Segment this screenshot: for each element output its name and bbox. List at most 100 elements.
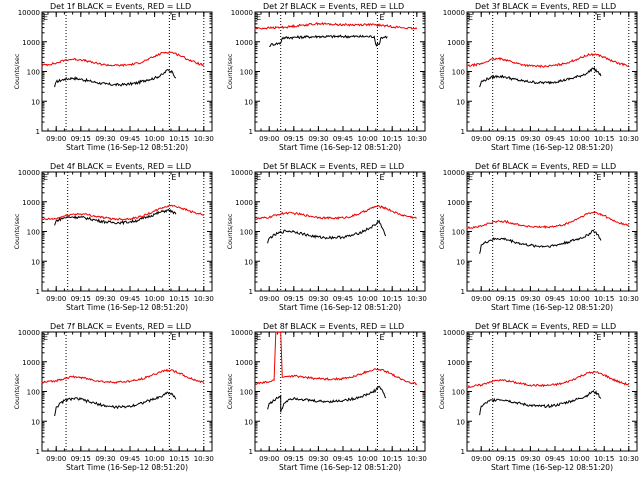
- series-events-line: [479, 229, 602, 254]
- x-tick-label: 09:45: [333, 135, 353, 143]
- series-lld-line: [41, 50, 205, 68]
- y-tick-label: 1: [36, 448, 40, 456]
- y-tick-label: 10: [456, 418, 465, 426]
- panel-title: Det 2f BLACK = Events, RED = LLD: [263, 2, 404, 11]
- plot-frame: [466, 171, 638, 292]
- x-tick-label: 09:30: [308, 135, 328, 143]
- y-axis-label: Counts/sec: [438, 213, 446, 249]
- x-tick-label: 09:45: [120, 135, 140, 143]
- x-tick-label: 09:45: [545, 135, 565, 143]
- corner-mark-left: E: [43, 13, 48, 22]
- x-tick-label: 10:00: [145, 455, 165, 463]
- plot-frame: [41, 11, 213, 132]
- x-tick-label: 09:15: [496, 135, 516, 143]
- x-tick-label: 09:00: [259, 455, 279, 463]
- y-tick-label: 1: [36, 288, 40, 296]
- y-tick-label: 1000: [447, 39, 465, 47]
- x-tick-label: 10:00: [358, 455, 378, 463]
- x-tick-label: 10:00: [570, 455, 590, 463]
- y-tick-label: 10000: [18, 9, 40, 17]
- x-tick-label: 09:00: [259, 135, 279, 143]
- series-events-line: [269, 34, 388, 48]
- y-axis-label: Counts/sec: [226, 213, 234, 249]
- y-axis-label: Counts/sec: [13, 373, 21, 409]
- x-tick-label: 09:00: [471, 135, 491, 143]
- series-lld-line: [466, 52, 630, 69]
- y-tick-label: 1: [249, 128, 253, 136]
- y-tick-label: 10: [456, 258, 465, 266]
- y-tick-label: 100: [240, 389, 253, 397]
- y-tick-label: 10: [244, 418, 253, 426]
- series-lld-line: [254, 331, 418, 386]
- corner-mark-left: E: [468, 333, 473, 342]
- x-axis-label: Start Time (16-Sep-12 08:51:20): [279, 143, 401, 152]
- x-tick-label: 09:30: [95, 455, 115, 463]
- x-tick-label: 10:30: [407, 135, 427, 143]
- panel-title: Det 3f BLACK = Events, RED = LLD: [475, 2, 616, 11]
- plot-frame: [254, 331, 426, 452]
- corner-mark-right: E: [379, 13, 384, 22]
- series-events-line: [54, 391, 177, 417]
- x-axis-label: Start Time (16-Sep-12 08:51:20): [491, 463, 613, 472]
- corner-mark-left: E: [468, 173, 473, 182]
- x-axis-label: Start Time (16-Sep-12 08:51:20): [279, 303, 401, 312]
- x-axis-label: Start Time (16-Sep-12 08:51:20): [491, 143, 613, 152]
- y-tick-label: 10000: [231, 329, 253, 337]
- corner-mark-right: E: [596, 333, 601, 342]
- panel-title: Det 4f BLACK = Events, RED = LLD: [50, 162, 191, 171]
- series-events-line: [479, 389, 602, 416]
- y-axis-label: Counts/sec: [438, 53, 446, 89]
- series-lld-line: [254, 21, 418, 30]
- corner-mark-left: E: [43, 173, 48, 182]
- y-tick-label: 100: [240, 69, 253, 77]
- x-tick-label: 09:30: [520, 295, 540, 303]
- series-lld-line: [466, 370, 629, 389]
- y-tick-label: 100: [452, 229, 465, 237]
- x-tick-label: 10:15: [594, 295, 614, 303]
- y-tick-label: 10000: [18, 169, 40, 177]
- x-axis-label: Start Time (16-Sep-12 08:51:20): [66, 143, 188, 152]
- y-tick-label: 100: [27, 389, 40, 397]
- y-tick-label: 1000: [235, 39, 253, 47]
- series-events-line: [54, 69, 177, 88]
- panel-title: Det 8f BLACK = Events, RED = LLD: [263, 322, 404, 331]
- y-tick-label: 10: [31, 258, 40, 266]
- y-tick-label: 10: [244, 98, 253, 106]
- y-axis-label: Counts/sec: [226, 373, 234, 409]
- x-tick-label: 10:00: [358, 135, 378, 143]
- y-tick-label: 1: [461, 288, 465, 296]
- x-tick-label: 10:15: [382, 135, 402, 143]
- plot-frame: [41, 331, 213, 452]
- y-tick-label: 1: [249, 288, 253, 296]
- corner-mark-right: E: [171, 13, 176, 22]
- x-tick-label: 10:30: [407, 455, 427, 463]
- x-axis-label: Start Time (16-Sep-12 08:51:20): [279, 463, 401, 472]
- panel-title: Det 1f BLACK = Events, RED = LLD: [50, 2, 191, 11]
- y-tick-label: 1000: [235, 359, 253, 367]
- y-axis-label: Counts/sec: [13, 53, 21, 89]
- x-tick-label: 09:00: [46, 455, 66, 463]
- x-tick-label: 09:15: [496, 455, 516, 463]
- corner-mark-left: E: [43, 333, 48, 342]
- x-tick-label: 10:30: [194, 135, 214, 143]
- x-tick-label: 09:00: [471, 295, 491, 303]
- x-axis-label: Start Time (16-Sep-12 08:51:20): [66, 303, 188, 312]
- x-tick-label: 09:15: [284, 135, 304, 143]
- y-tick-label: 10: [31, 98, 40, 106]
- corner-mark-right: E: [379, 173, 384, 182]
- x-tick-label: 09:30: [95, 135, 115, 143]
- y-tick-label: 1: [36, 128, 40, 136]
- y-tick-label: 100: [27, 69, 40, 77]
- series-lld-line: [254, 205, 417, 221]
- x-tick-label: 09:15: [496, 295, 516, 303]
- x-tick-label: 09:30: [520, 135, 540, 143]
- x-tick-label: 10:15: [169, 295, 189, 303]
- panel-title: Det 6f BLACK = Events, RED = LLD: [475, 162, 616, 171]
- y-tick-label: 100: [240, 229, 253, 237]
- y-tick-label: 1: [461, 128, 465, 136]
- x-tick-label: 10:00: [570, 295, 590, 303]
- x-tick-label: 10:15: [594, 455, 614, 463]
- y-tick-label: 1000: [22, 39, 40, 47]
